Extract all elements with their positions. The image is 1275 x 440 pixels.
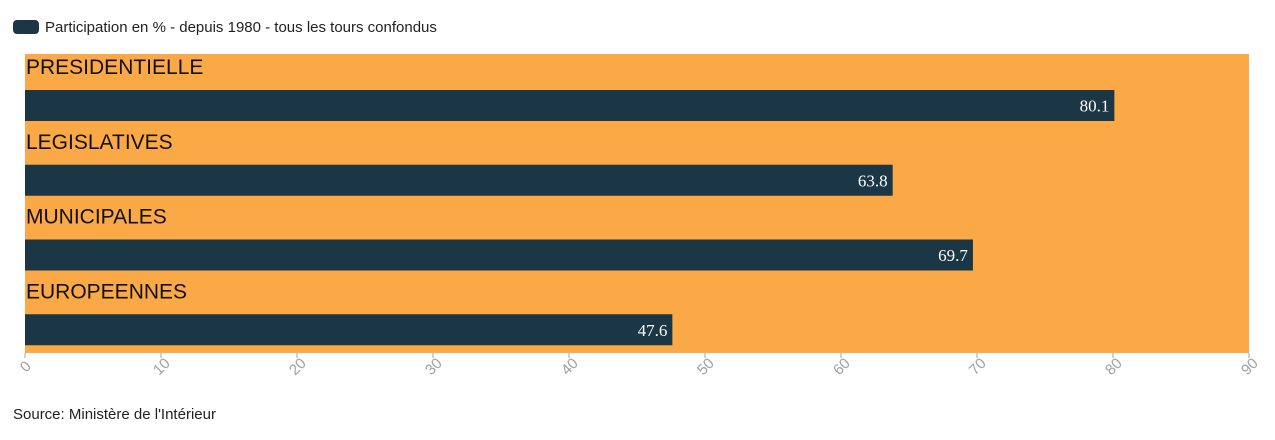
x-tick-label: 70 — [966, 355, 990, 379]
bar — [25, 314, 673, 346]
bar — [25, 164, 893, 196]
x-tick-label: 40 — [558, 355, 582, 379]
bar-value-label: 63.8 — [858, 171, 888, 190]
x-tick-label: 80 — [1102, 355, 1126, 379]
bar-value-label: 69.7 — [938, 246, 968, 265]
bar-value-label: 47.6 — [638, 321, 668, 340]
x-tick-label: 0 — [17, 358, 35, 376]
category-label: MUNICIPALES — [26, 206, 167, 229]
category-label: LEGISLATIVES — [26, 131, 173, 154]
bar — [25, 239, 973, 271]
x-tick-label: 20 — [286, 355, 310, 379]
x-tick-label: 50 — [694, 355, 718, 379]
bar-value-label: 80.1 — [1080, 97, 1110, 116]
bar — [25, 90, 1115, 121]
x-tick-label: 60 — [830, 355, 854, 379]
x-tick-label: 30 — [422, 355, 446, 379]
legend-swatch — [13, 20, 39, 34]
x-tick-label: 10 — [150, 355, 174, 379]
legend-label: Participation en % - depuis 1980 - tous … — [45, 18, 437, 36]
legend: Participation en % - depuis 1980 - tous … — [13, 16, 437, 38]
category-label: PRESIDENTIELLE — [26, 56, 203, 79]
category-label: EUROPEENNES — [26, 280, 187, 303]
x-tick-label: 90 — [1238, 355, 1262, 379]
source-note: Source: Ministère de l'Intérieur — [13, 406, 216, 423]
